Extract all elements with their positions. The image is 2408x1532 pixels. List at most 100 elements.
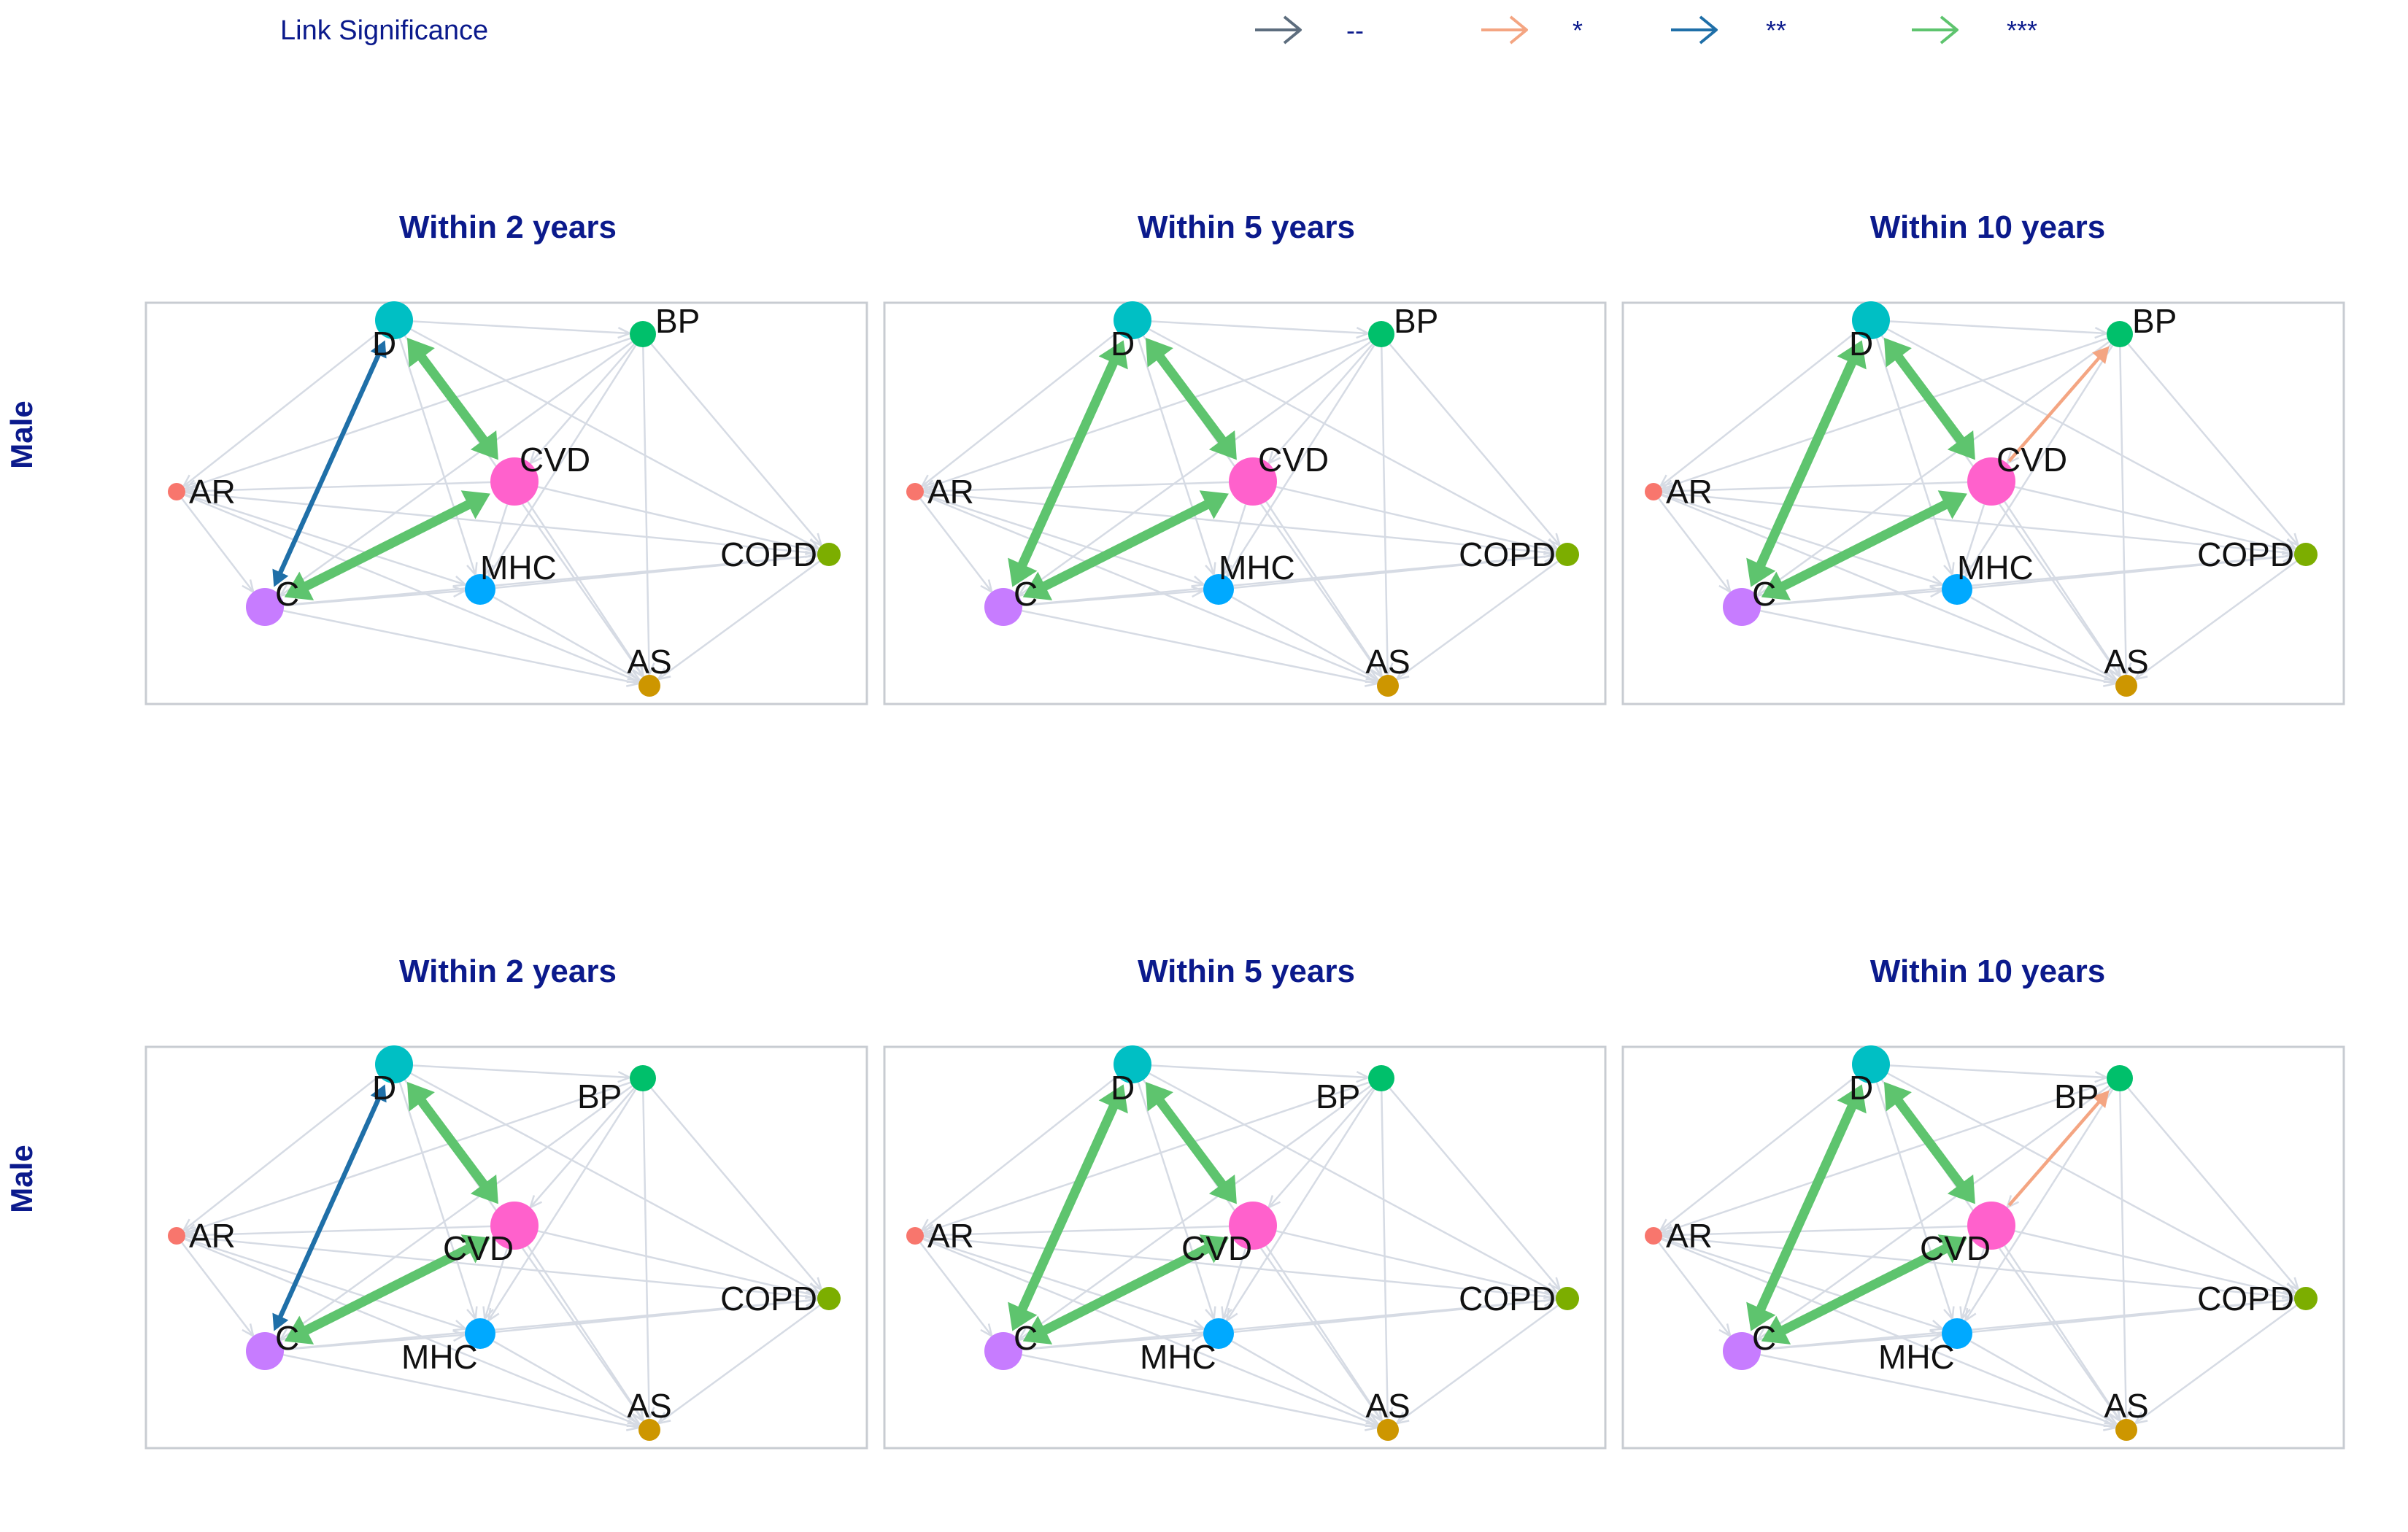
background-edge xyxy=(923,481,1230,492)
node-label-c: C xyxy=(275,1319,299,1357)
arrowhead-icon xyxy=(1145,1082,1173,1112)
arrowhead-icon xyxy=(272,1312,289,1331)
background-arrowhead xyxy=(809,533,823,548)
nodes: D BP CVD AR C MHC COPD AS xyxy=(168,1045,841,1441)
background-edge xyxy=(1662,1237,1943,1330)
background-arrowhead xyxy=(1959,562,1971,577)
background-arrowhead xyxy=(919,1218,935,1232)
background-edge xyxy=(412,320,630,335)
node-as xyxy=(1377,1419,1399,1441)
background-edge xyxy=(1231,596,1379,681)
panel-title: Within 2 years xyxy=(399,209,617,245)
node-label-copd: COPD xyxy=(1459,535,1556,573)
node-cvd xyxy=(1229,1202,1277,1250)
node-c xyxy=(984,1332,1022,1370)
background-edge xyxy=(650,343,822,546)
background-edge xyxy=(184,1238,640,1427)
arrowhead-icon xyxy=(1008,557,1038,587)
significant-edge xyxy=(2007,1097,2104,1207)
node-bp xyxy=(1368,321,1394,347)
node-bp xyxy=(630,1065,656,1091)
background-arrowhead xyxy=(1929,585,1945,598)
node-cvd xyxy=(1967,457,2015,506)
legend: Link Significance -- * ** *** xyxy=(280,15,2037,46)
background-edge xyxy=(2127,1087,2299,1291)
background-edge xyxy=(922,1081,1370,1234)
node-cvd xyxy=(1229,457,1277,506)
node-copd xyxy=(817,543,841,566)
background-edge xyxy=(182,331,380,487)
node-d xyxy=(375,301,413,339)
background-edge xyxy=(185,481,491,492)
background-edge xyxy=(2134,1304,2297,1425)
background-edge xyxy=(1222,1248,1247,1320)
node-label-c: C xyxy=(1752,575,1776,613)
node-label-as: AS xyxy=(627,643,671,681)
node-copd xyxy=(2294,1287,2318,1310)
panel-title: Within 5 years xyxy=(1138,209,1355,245)
background-edge xyxy=(1276,1230,1556,1297)
node-label-copd: COPD xyxy=(720,1280,817,1318)
arrowhead-icon xyxy=(1008,1301,1038,1331)
background-edge xyxy=(398,338,476,576)
arrowhead-icon xyxy=(1761,1315,1791,1345)
background-edge xyxy=(1222,504,1247,576)
significant-edge xyxy=(276,349,383,578)
background-arrowhead xyxy=(656,668,671,681)
background-edge xyxy=(1396,1304,1559,1425)
significant-edge xyxy=(1015,1098,1121,1318)
node-d xyxy=(1114,1045,1151,1083)
arrowhead-icon xyxy=(470,430,498,460)
background-edge xyxy=(1969,1340,2118,1425)
background-edge xyxy=(1662,1235,2295,1299)
node-d xyxy=(1852,1045,1890,1083)
background-edge xyxy=(1137,338,1215,576)
background-edge xyxy=(410,328,819,550)
node-ar xyxy=(906,1227,924,1245)
background-edge xyxy=(1265,1245,1383,1422)
background-edge xyxy=(493,596,641,681)
background-edge xyxy=(1265,500,1383,678)
background-edge xyxy=(487,1088,637,1321)
node-label-bp: BP xyxy=(577,1078,622,1115)
arrowhead-icon xyxy=(1947,430,1975,460)
network-panel: Within 5 years D BP CVD AR C MHC COPD AS xyxy=(883,953,1607,1450)
background-edge xyxy=(921,1075,1119,1231)
node-label-bp: BP xyxy=(655,302,700,340)
panel-title: Within 10 years xyxy=(1870,953,2105,989)
background-arrowhead xyxy=(182,1229,198,1242)
background-edge xyxy=(493,1340,641,1425)
arrowhead-icon xyxy=(406,338,435,368)
nodes: D BP CVD AR C MHC COPD AS xyxy=(906,301,1579,697)
background-arrowhead xyxy=(1356,1071,1371,1083)
background-edge xyxy=(922,494,1378,683)
background-arrowhead xyxy=(2094,1071,2110,1083)
node-bp xyxy=(2107,321,2133,347)
node-c xyxy=(1723,1332,1761,1370)
background-arrowhead xyxy=(1221,562,1232,577)
arrowhead-icon xyxy=(2092,1090,2110,1109)
background-edge xyxy=(1658,498,1732,593)
background-edge xyxy=(922,1238,1378,1427)
arrowhead-icon xyxy=(284,571,314,600)
node-label-c: C xyxy=(1752,1319,1776,1357)
background-edge xyxy=(1969,596,2118,681)
arrowhead-icon xyxy=(1199,490,1229,519)
background-edge xyxy=(1887,1072,2296,1294)
background-edge xyxy=(1226,344,1375,577)
node-copd xyxy=(817,1287,841,1310)
background-arrowhead xyxy=(627,1413,642,1426)
background-edge xyxy=(1018,341,1372,597)
arrowhead-icon xyxy=(1746,557,1776,587)
background-edge xyxy=(1149,328,1558,550)
arrowhead-icon xyxy=(1937,1234,1967,1264)
background-arrowhead xyxy=(242,1323,255,1338)
significant-edge xyxy=(1753,1098,1859,1318)
significant-edge xyxy=(1036,1241,1216,1338)
background-edge xyxy=(921,331,1119,487)
background-edge xyxy=(1233,554,1556,589)
arrowhead-icon xyxy=(406,1082,435,1112)
node-label-ar: AR xyxy=(1666,473,1713,511)
panel-title: Within 2 years xyxy=(399,953,617,989)
node-label-cvd: CVD xyxy=(443,1229,514,1267)
